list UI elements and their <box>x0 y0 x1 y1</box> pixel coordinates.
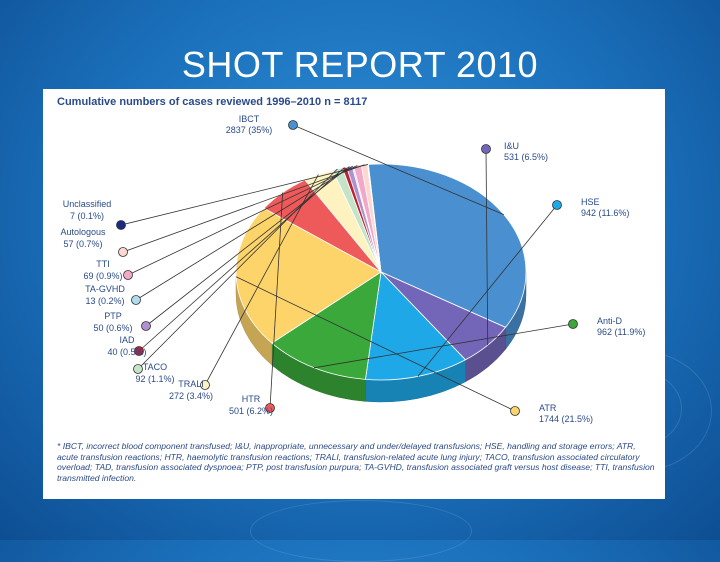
slice-label-unclassified: Unclassified <box>63 199 112 209</box>
slide-title: SHOT REPORT 2010 <box>181 44 539 85</box>
legend-dot-htr <box>265 403 275 413</box>
leader-line-tti <box>127 165 358 276</box>
slice-value-atr: 1744 (21.5%) <box>539 414 593 424</box>
slice-label-htr: HTR <box>242 394 261 404</box>
slice-label-ptp: PTP <box>104 311 122 321</box>
slice-label-atr: ATR <box>539 403 557 413</box>
legend-dot-iad <box>134 346 144 356</box>
slice-value-ta-gvhd: 13 (0.2%) <box>85 296 124 306</box>
legend-dot-autologous <box>118 247 128 257</box>
slice-value-taco: 92 (1.1%) <box>135 374 174 384</box>
slice-value-trali: 272 (3.4%) <box>169 391 213 401</box>
pie-chart: Cumulative numbers of cases reviewed 199… <box>57 96 645 424</box>
legend-dot-atr <box>510 406 520 416</box>
slice-label-ta-gvhd: TA-GVHD <box>85 284 125 294</box>
pie-slices <box>235 163 527 381</box>
leader-line-htr <box>269 192 284 409</box>
leader-line-ibct <box>292 124 505 215</box>
legend-dot-ibct <box>288 120 298 130</box>
leader-line-i-u <box>485 148 489 346</box>
leader-line-autologous <box>122 164 365 253</box>
chart-footnote: * IBCT, incorrect blood component transf… <box>57 441 655 483</box>
ripple-decoration <box>250 500 472 562</box>
legend-dot-hse <box>552 200 562 210</box>
legend-dot-unclassified <box>116 220 126 230</box>
slice-value-ibct: 2837 (35%) <box>226 125 273 135</box>
slice-label-autologous: Autologous <box>60 227 106 237</box>
slice-label-anti-d: Anti-D <box>597 316 623 326</box>
leader-line-iad <box>138 167 345 352</box>
slice-value-i-u: 531 (6.5%) <box>504 152 548 162</box>
legend-dot-anti-d <box>568 319 578 329</box>
slice-label-ibct: IBCT <box>239 114 260 124</box>
legend-dot-ta-gvhd <box>131 295 141 305</box>
slice-value-anti-d: 962 (11.9%) <box>597 327 645 337</box>
leader-line-atr <box>235 276 516 412</box>
slice-label-trali: TRALI <box>178 379 204 389</box>
legend-dot-taco <box>133 364 143 374</box>
slice-label-taco: TACO <box>143 362 167 372</box>
slice-label-i-u: I&U <box>504 141 519 151</box>
leader-line-hse <box>417 204 558 377</box>
slice-label-iad: IAD <box>119 335 135 345</box>
chart-title: Cumulative numbers of cases reviewed 199… <box>57 96 367 108</box>
slice-label-hse: HSE <box>581 197 600 207</box>
slice-value-autologous: 57 (0.7%) <box>63 239 102 249</box>
leader-line-anti-d <box>314 323 574 369</box>
slice-value-hse: 942 (11.6%) <box>581 208 629 218</box>
leader-line-ta-gvhd <box>135 165 354 301</box>
slice-value-htr: 501 (6.2%) <box>229 406 273 416</box>
slice-value-unclassified: 7 (0.1%) <box>70 211 104 221</box>
chart-panel: Cumulative numbers of cases reviewed 199… <box>43 89 665 499</box>
leader-line-trali <box>204 174 319 386</box>
legend-dot-tti <box>123 270 133 280</box>
legend-dot-i-u <box>481 144 491 154</box>
slice-value-tti: 69 (0.9%) <box>83 271 122 281</box>
slice-label-tti: TTI <box>96 259 110 269</box>
legend-dot-ptp <box>141 321 151 331</box>
slice-value-iad: 40 (0.5%) <box>107 347 146 357</box>
leader-line-unclassified <box>120 164 369 226</box>
legend-dot-trali <box>200 380 210 390</box>
leader-line-ptp <box>145 166 350 327</box>
slice-value-ptp: 50 (0.6%) <box>93 323 132 333</box>
